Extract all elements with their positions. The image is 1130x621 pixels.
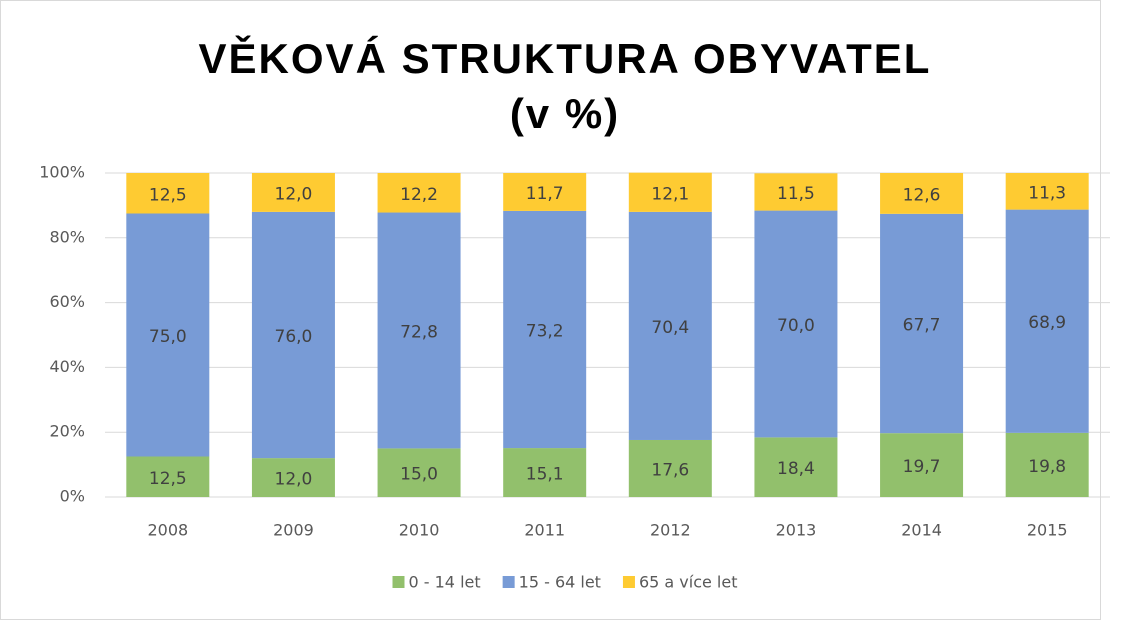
data-label: 12,0 xyxy=(275,470,313,490)
bar-segment xyxy=(377,173,461,213)
bar-segment xyxy=(628,211,712,440)
bar-segment xyxy=(880,213,964,434)
bar-segment xyxy=(628,172,712,212)
data-label: 17,6 xyxy=(651,460,689,480)
y-tick-label: 60% xyxy=(49,292,85,311)
data-label: 12,6 xyxy=(903,185,941,205)
data-label: 19,8 xyxy=(1028,457,1066,477)
bar-segment xyxy=(377,212,461,449)
bar-segment xyxy=(503,210,587,449)
x-tick-label: 2014 xyxy=(901,521,942,540)
bar-segment xyxy=(880,173,964,214)
bar-segment xyxy=(503,173,587,211)
data-label: 70,0 xyxy=(777,316,815,336)
data-label: 12,0 xyxy=(275,184,313,204)
data-label: 76,0 xyxy=(275,327,313,347)
x-tick-label: 2012 xyxy=(650,521,691,540)
y-tick-label: 40% xyxy=(49,357,85,376)
data-label: 12,2 xyxy=(400,185,438,205)
x-tick-label: 2011 xyxy=(524,521,565,540)
legend-label: 15 - 64 let xyxy=(519,573,601,592)
data-label: 15,0 xyxy=(400,465,438,485)
bar-segment xyxy=(880,433,964,497)
y-tick-label: 80% xyxy=(49,227,85,246)
bar-segment xyxy=(754,210,838,438)
data-label: 18,4 xyxy=(777,459,815,479)
bar-segment xyxy=(251,173,335,212)
bar-segment xyxy=(126,456,210,497)
bar-segment xyxy=(628,439,712,497)
x-tick-label: 2010 xyxy=(399,521,440,540)
data-label: 12,1 xyxy=(651,184,689,204)
y-tick-label: 100% xyxy=(39,163,85,182)
legend-swatch xyxy=(392,576,405,588)
bar-segment xyxy=(377,448,461,497)
data-label: 11,7 xyxy=(526,184,564,204)
data-label: 15,1 xyxy=(526,465,564,485)
bar-segment xyxy=(1005,209,1089,433)
legend-swatch xyxy=(622,576,635,588)
x-tick-label: 2008 xyxy=(147,521,188,540)
legend-label: 0 - 14 let xyxy=(409,573,481,592)
bar-segment xyxy=(503,448,587,497)
data-label: 11,5 xyxy=(777,184,815,204)
data-label: 11,3 xyxy=(1028,183,1066,203)
data-label: 68,9 xyxy=(1028,313,1066,333)
bar-segment xyxy=(126,213,210,457)
bar-segment xyxy=(126,173,210,214)
data-label: 70,4 xyxy=(651,318,689,338)
data-label: 12,5 xyxy=(149,185,187,205)
data-label: 75,0 xyxy=(149,327,187,347)
bar-segment xyxy=(251,211,335,459)
data-label: 19,7 xyxy=(903,457,941,477)
data-label: 12,5 xyxy=(149,469,187,489)
y-tick-label: 0% xyxy=(60,487,85,506)
bar-segment xyxy=(1005,432,1089,497)
x-tick-label: 2013 xyxy=(776,521,817,540)
bar-segment xyxy=(754,173,838,211)
legend-swatch xyxy=(502,576,515,588)
x-tick-label: 2015 xyxy=(1027,521,1068,540)
data-label: 72,8 xyxy=(400,322,438,342)
chart-subtitle: (v %) xyxy=(510,90,620,137)
y-tick-label: 20% xyxy=(49,422,85,441)
bar-segment xyxy=(251,458,335,497)
data-label: 67,7 xyxy=(903,315,941,335)
legend-label: 65 a více let xyxy=(639,573,738,592)
bar-segment xyxy=(754,437,838,497)
data-label: 73,2 xyxy=(526,321,564,341)
bar-segment xyxy=(1005,173,1089,210)
chart-title: VĚKOVÁ STRUKTURA OBYVATEL xyxy=(199,34,932,82)
x-tick-label: 2009 xyxy=(273,521,314,540)
